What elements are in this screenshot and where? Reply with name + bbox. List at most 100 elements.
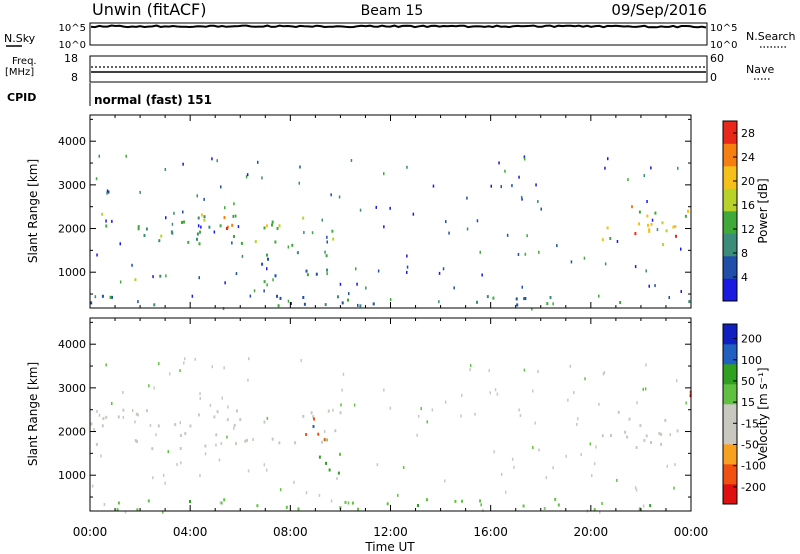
data-cell (173, 211, 175, 215)
data-cell (131, 409, 134, 413)
data-cell (534, 421, 536, 425)
data-cell (521, 285, 523, 289)
colorbar-tick-label: 50 (741, 375, 755, 388)
data-cell (580, 453, 582, 456)
data-cell (665, 229, 668, 233)
data-cell (302, 296, 305, 299)
data-cell (153, 386, 155, 390)
data-cell (278, 441, 281, 445)
data-cell (494, 388, 497, 392)
data-cell (125, 154, 127, 158)
data-cell (376, 463, 379, 467)
data-cell (645, 434, 648, 438)
data-cell (116, 508, 119, 512)
data-cell (406, 165, 408, 169)
data-cell (654, 284, 656, 288)
data-cell (151, 447, 154, 451)
colorbar-swatch (723, 211, 737, 234)
data-cell (181, 221, 183, 224)
data-cell (444, 479, 446, 483)
data-cell (122, 390, 124, 394)
data-cell (624, 430, 627, 434)
data-cell (95, 442, 98, 446)
time-axis: 00:00 04:00 08:00 12:00 16:00 20:00 00:00 (73, 525, 709, 539)
data-cell (339, 282, 342, 286)
freq-panel-frame (89, 55, 708, 83)
data-cell (105, 363, 107, 367)
data-cell (266, 253, 268, 257)
data-cell (647, 223, 649, 227)
data-cell (323, 429, 326, 433)
data-cell (642, 504, 645, 508)
data-cell (95, 177, 98, 181)
data-cell (591, 474, 593, 478)
data-cell (627, 178, 629, 182)
data-cell (339, 506, 342, 510)
data-cell (634, 486, 637, 490)
data-cell (668, 296, 670, 299)
data-cell (266, 416, 269, 420)
data-cell (601, 238, 604, 242)
data-cell (234, 214, 237, 218)
data-cell (672, 225, 675, 229)
data-cell (389, 406, 392, 410)
data-cell (383, 172, 385, 176)
colorbar-swatch (723, 143, 737, 167)
data-cell (673, 486, 675, 490)
data-cell (493, 450, 495, 454)
data-cell (105, 224, 108, 228)
data-cell (305, 491, 308, 495)
nsky-label: N.Sky (4, 32, 36, 45)
data-cell (649, 504, 652, 508)
power-axes: 1000 2000 3000 4000 (58, 115, 692, 308)
data-cell (628, 417, 631, 421)
data-cell (297, 507, 300, 511)
data-cell (267, 257, 269, 261)
data-cell (124, 510, 127, 514)
data-cell (344, 500, 347, 504)
data-cell (233, 202, 235, 206)
data-cell (386, 502, 389, 506)
colorbar-frame (722, 120, 738, 302)
data-cell (481, 273, 483, 277)
data-cell (339, 452, 341, 456)
data-cell (540, 207, 542, 211)
data-cell (584, 377, 586, 381)
data-cell (244, 439, 247, 443)
data-cell (313, 417, 315, 421)
data-cell (684, 214, 687, 218)
data-cell (224, 281, 226, 285)
data-cell (389, 206, 391, 210)
data-cell (266, 283, 268, 287)
data-cell (216, 159, 218, 163)
data-cell (235, 272, 238, 276)
data-cell (182, 210, 184, 214)
nave-tick-bottom: 0 (710, 71, 717, 84)
data-cell (426, 420, 428, 424)
data-cell (167, 450, 169, 454)
data-cell (96, 410, 98, 413)
data-cell (106, 191, 108, 195)
data-cell (589, 442, 592, 446)
data-cell (274, 240, 277, 244)
nsearch-label: N.Search (746, 30, 796, 43)
data-cell (685, 401, 687, 405)
x-tick-label: 16:00 (473, 525, 508, 539)
data-cell (91, 484, 94, 488)
colorbar-swatch (723, 256, 737, 279)
data-cell (149, 424, 152, 427)
data-cell (231, 223, 234, 227)
data-cell (263, 226, 266, 230)
colorbar-swatch (723, 278, 737, 302)
data-cell (153, 303, 156, 307)
data-cell (595, 445, 597, 449)
data-cell (687, 209, 689, 213)
data-cell (532, 446, 534, 449)
data-cell (353, 403, 356, 407)
data-cell (327, 409, 330, 413)
data-cell (176, 463, 178, 466)
data-cell (256, 504, 259, 508)
data-cell (143, 234, 146, 237)
data-cell (227, 405, 229, 409)
